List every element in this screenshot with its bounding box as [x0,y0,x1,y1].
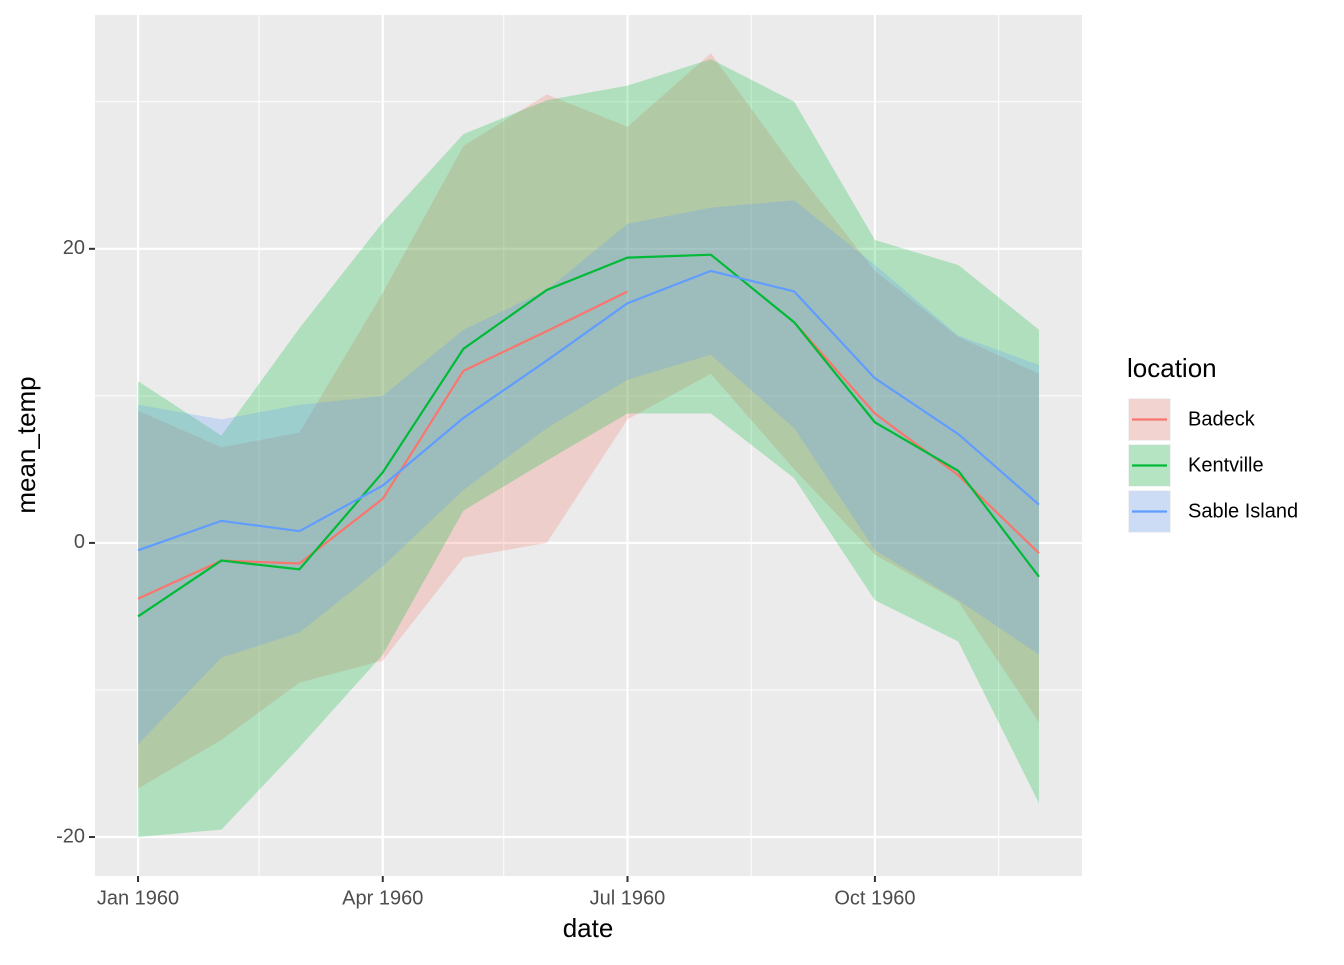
line [137,253,1040,618]
legend-label: Badeck [1188,408,1256,430]
y-tick-label: -20 [56,825,85,847]
line [137,269,1040,552]
legend-label: Sable Island [1188,500,1298,522]
y-tick-label: 0 [74,531,85,553]
ribbon [138,200,1039,745]
x-tick-label: Jan 1960 [97,887,179,909]
x-tick-label: Apr 1960 [342,887,423,909]
x-tick-label: Oct 1960 [834,887,915,909]
legend-title: location [1127,353,1217,383]
x-axis-title: date [563,913,614,943]
y-axis-title: mean_temp [11,376,41,513]
ribbon [138,59,1039,838]
x-tick-label: Jul 1960 [590,887,666,909]
y-tick-label: 20 [63,237,85,259]
legend-label: Kentville [1188,454,1264,476]
ribbon [138,53,1039,789]
